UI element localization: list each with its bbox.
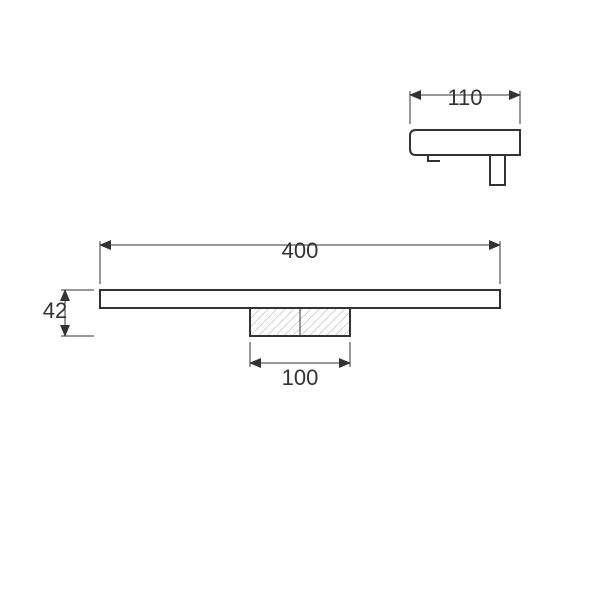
dim-110: 110: [410, 85, 520, 124]
technical-drawing: 110 400 42 100: [0, 0, 600, 600]
dim-400-label: 400: [282, 238, 319, 263]
dim-100: 100: [250, 342, 350, 390]
dim-400: 400: [100, 238, 500, 284]
dim-110-label: 110: [447, 85, 482, 110]
side-view: 110: [410, 85, 520, 185]
dim-42-label: 42: [43, 298, 67, 323]
dim-42: 42: [43, 290, 94, 336]
front-view: 400 42 100: [43, 238, 500, 390]
dim-100-label: 100: [282, 365, 319, 390]
